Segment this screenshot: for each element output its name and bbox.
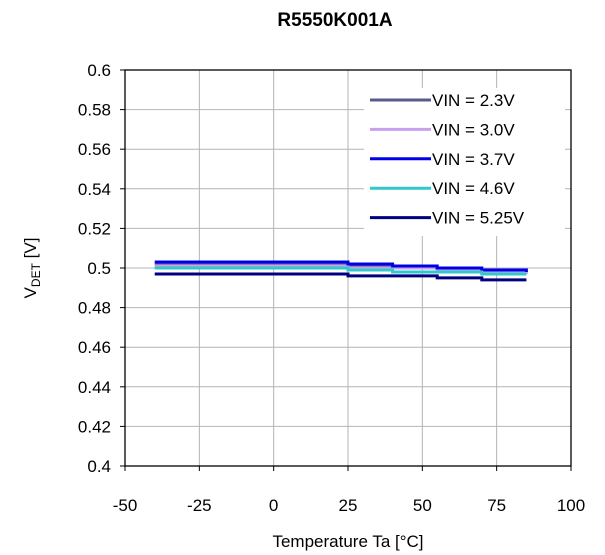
legend-box: [364, 88, 565, 236]
legend-label: VIN = 3.7V: [432, 150, 515, 169]
series-line: [154, 264, 528, 274]
y-tick-label: 0.4: [87, 457, 111, 476]
series-line: [154, 266, 527, 276]
y-axis-label-unit: [V]: [21, 238, 40, 264]
series-layer: [154, 260, 528, 282]
x-tick-label: 100: [557, 496, 585, 515]
y-axis-label-main: V: [21, 286, 40, 298]
legend: VIN = 2.3V VIN = 3.0V VIN = 3.7V VIN = 4.6V…: [364, 88, 565, 236]
y-tick-label: 0.52: [78, 219, 111, 238]
y-tick-label: 0.54: [78, 180, 111, 199]
legend-label: VIN = 4.6V: [432, 179, 515, 198]
y-axis: 0.4 0.42 0.44 0.46 0.48 0.5 0.52 0.54 0.56 0.58 0.…: [78, 61, 125, 476]
y-tick-label: 0.44: [78, 378, 111, 397]
y-axis-label: VDET [V]: [21, 238, 43, 299]
y-tick-label: 0.56: [78, 140, 111, 159]
x-tick-label: -25: [187, 496, 212, 515]
x-tick-label: 25: [339, 496, 358, 515]
legend-label: VIN = 3.0V: [432, 120, 515, 139]
x-tick-label: 75: [487, 496, 506, 515]
x-axis-label: Temperature Ta [°C]: [272, 532, 423, 551]
chart-title: R5550K001A: [277, 10, 392, 31]
y-tick-label: 0.5: [87, 259, 111, 278]
y-tick-label: 0.58: [78, 101, 111, 120]
series-line: [154, 260, 528, 272]
legend-label: VIN = 2.3V: [432, 91, 515, 110]
x-tick-label: 0: [269, 496, 278, 515]
y-tick-label: 0.46: [78, 338, 111, 357]
series-line: [154, 272, 527, 282]
y-axis-label-sub: DET: [29, 262, 43, 287]
legend-label: VIN = 5.25V: [432, 209, 525, 228]
x-axis: -50 -25 0 25 50 75 100: [113, 466, 585, 515]
y-tick-label: 0.42: [78, 417, 111, 436]
x-tick-label: 50: [413, 496, 432, 515]
y-tick-label: 0.48: [78, 299, 111, 318]
y-tick-label: 0.6: [87, 61, 111, 80]
x-tick-label: -50: [113, 496, 138, 515]
